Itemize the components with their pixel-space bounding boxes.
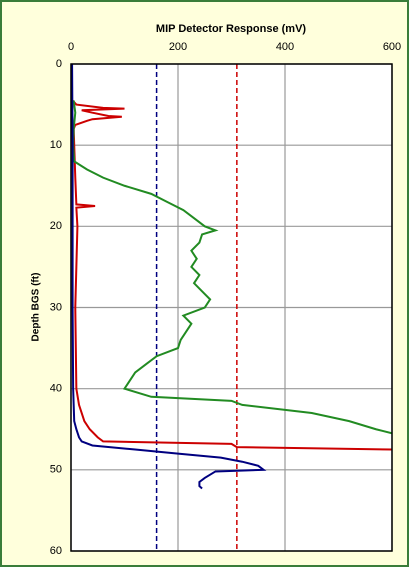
y-axis-label: Depth BGS (ft) xyxy=(31,273,42,342)
y-tick-label: 50 xyxy=(50,464,62,476)
chart-title: MIP Detector Response (mV) xyxy=(156,23,307,35)
series-line xyxy=(71,99,392,451)
y-tick-label: 0 xyxy=(56,58,62,70)
plot-border xyxy=(70,63,393,552)
y-tick-label: 30 xyxy=(50,301,62,313)
y-tick-label: 10 xyxy=(50,139,62,151)
y-tick-label: 20 xyxy=(50,220,62,232)
series-line xyxy=(72,100,392,435)
x-tick-label: 200 xyxy=(169,41,187,53)
y-tick-label: 40 xyxy=(50,383,62,395)
x-tick-label: 400 xyxy=(276,41,294,53)
series-line xyxy=(71,64,267,490)
x-tick-label: 0 xyxy=(68,41,74,53)
y-tick-label: 60 xyxy=(50,545,62,557)
x-tick-label: 600 xyxy=(383,41,401,53)
